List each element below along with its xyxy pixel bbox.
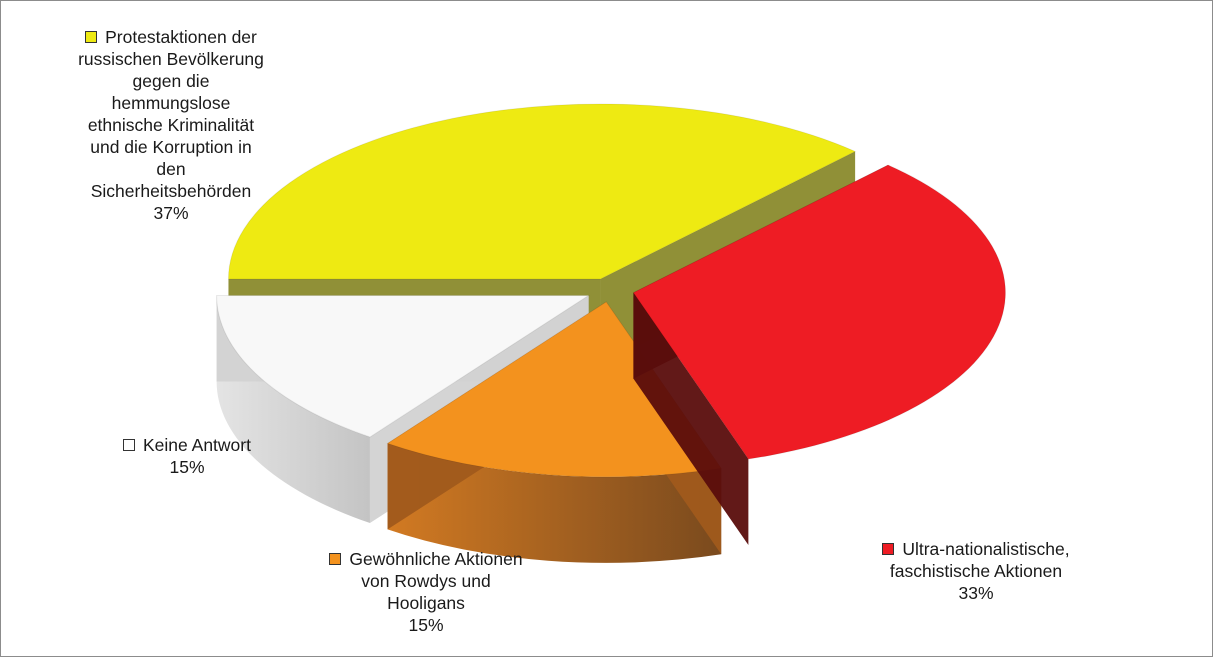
slice-keine-side — [216, 295, 370, 524]
label-protest-line-2: gegen die — [132, 71, 210, 91]
label-protest-line-4: ethnische Kriminalität — [87, 115, 255, 135]
label-ultra-line-0: Ultra-nationalistische, — [845, 538, 1107, 560]
label-protest-line-7: Sicherheitsbehörden — [90, 181, 252, 201]
label-protest-line-5: und die Korruption in — [90, 137, 252, 157]
label-hooligans-line-1: von Rowdys und — [361, 571, 491, 591]
swatch-protest — [85, 31, 98, 43]
label-ultra: Ultra-nationalistische, faschistische Ak… — [845, 538, 1107, 604]
label-keine-line-0: Keine Antwort — [92, 434, 282, 456]
label-hooligans-line-2: Hooligans — [387, 593, 465, 613]
slice-hooligans-top — [386, 301, 723, 478]
swatch-hooligans — [329, 553, 342, 565]
label-keine: Keine Antwort 15% — [92, 434, 282, 478]
label-protest-line-1: russischen Bevölkerung — [78, 49, 264, 69]
swatch-keine — [123, 439, 135, 451]
label-protest-line-6: den — [156, 159, 186, 179]
label-ultra-line-1: faschistische Aktionen — [889, 561, 1063, 581]
slice-ultra — [632, 164, 1006, 546]
slice-ultra-edge-1 — [633, 292, 749, 546]
slice-ultra-top — [632, 164, 1006, 460]
label-hooligans: Gewöhnliche Aktionen von Rowdys und Hool… — [300, 548, 552, 636]
slice-keine-top — [216, 294, 591, 438]
label-ultra-percent: 33% — [958, 583, 994, 603]
label-hooligans-percent: 15% — [408, 615, 444, 635]
label-protest-percent: 37% — [153, 203, 189, 223]
label-protest-line-0: Protestaktionen der — [40, 26, 302, 48]
slice-protest-top — [227, 103, 857, 280]
label-protest: Protestaktionen der russischen Bevölkeru… — [40, 26, 302, 224]
label-protest-line-3: hemmungslose — [111, 93, 231, 113]
label-hooligans-line-0: Gewöhnliche Aktionen — [300, 548, 552, 570]
label-keine-percent: 15% — [169, 457, 205, 477]
swatch-ultra — [882, 543, 895, 555]
